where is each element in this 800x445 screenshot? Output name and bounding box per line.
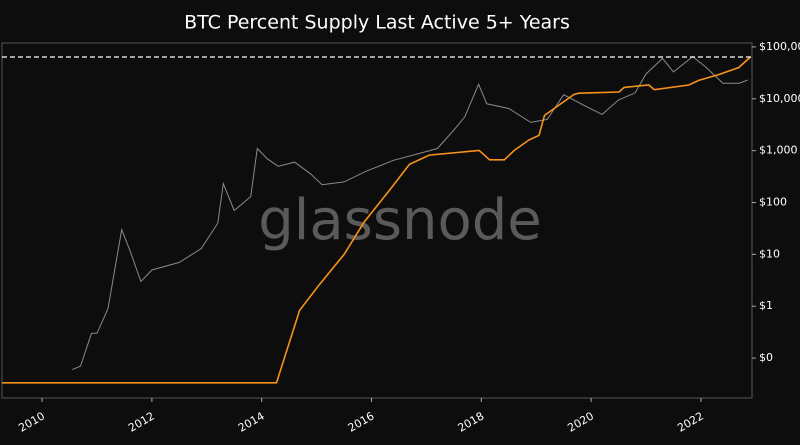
y-tick-label: $1,000: [759, 144, 798, 157]
y-tick-label: $0: [759, 351, 773, 364]
y-tick-label: $10: [759, 247, 780, 260]
watermark: glassnode: [258, 188, 542, 253]
y-tick-label: $1: [759, 299, 773, 312]
y-tick-label: $100,000: [759, 40, 800, 53]
series-line: [72, 55, 748, 371]
y-tick-label: $10,000: [759, 92, 800, 105]
chart-title: BTC Percent Supply Last Active 5+ Years: [184, 12, 570, 34]
plot-frame: [1, 42, 753, 399]
series-line: [2, 56, 751, 384]
y-tick-label: $100: [759, 196, 787, 209]
